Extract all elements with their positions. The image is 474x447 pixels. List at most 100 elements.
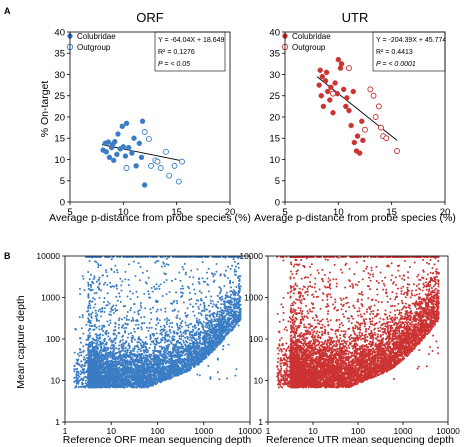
data-point-orf-depth <box>128 263 131 266</box>
data-point-orf-depth <box>204 325 207 328</box>
data-point-orf-depth <box>213 323 216 326</box>
data-point-orf-depth <box>155 323 158 326</box>
outgroup-point-utr <box>372 114 379 120</box>
data-point-orf-depth <box>233 326 236 329</box>
data-point-orf-depth <box>133 354 136 357</box>
data-point-orf-depth <box>202 280 205 283</box>
data-point-orf-depth <box>81 275 84 278</box>
data-point-orf-depth <box>217 300 220 303</box>
x-axis-label-utr: Average p-distance from probe species (%… <box>254 212 456 224</box>
colubridae-point-orf <box>138 154 145 161</box>
data-point-orf-depth <box>187 364 190 367</box>
data-point-orf-depth <box>87 296 90 299</box>
data-point-orf-depth <box>115 295 118 298</box>
data-point-orf-depth <box>132 319 135 322</box>
data-point-orf-depth <box>126 336 129 339</box>
data-point-orf-depth <box>157 380 160 383</box>
data-point-orf-depth <box>167 333 170 336</box>
outgroup-point-utr <box>378 124 384 131</box>
data-point-orf-depth <box>211 305 214 308</box>
data-point-orf-depth <box>114 325 117 328</box>
data-point-orf-depth <box>198 290 201 293</box>
data-point-orf-depth <box>162 262 165 265</box>
data-point-orf-depth <box>101 324 104 327</box>
data-point-orf-depth <box>109 346 112 349</box>
data-point-orf-depth <box>146 368 149 371</box>
data-point-orf-depth <box>232 306 235 309</box>
data-point-orf-depth <box>221 298 224 301</box>
data-point-orf-depth <box>148 380 151 383</box>
colubridae-point-utr <box>324 88 331 95</box>
data-point-orf-depth <box>236 294 239 297</box>
data-point-orf-depth <box>78 354 81 357</box>
data-point-orf-depth <box>83 356 86 359</box>
data-point-orf-depth <box>195 330 198 333</box>
data-point-orf-depth <box>115 334 118 337</box>
data-point-orf-depth <box>237 266 240 269</box>
data-point-orf-depth <box>187 285 190 288</box>
data-point-orf-depth <box>235 316 238 319</box>
data-point-orf-depth <box>192 310 195 313</box>
data-point-orf-depth <box>148 321 151 324</box>
data-point-orf-depth <box>107 335 110 338</box>
data-point-orf-depth <box>192 347 195 350</box>
data-point-orf-depth <box>147 293 150 296</box>
x-tick-label-utr: 10 <box>333 207 344 218</box>
data-point-orf-depth <box>156 308 159 311</box>
data-point-orf-depth <box>225 291 228 294</box>
data-point-orf-depth <box>101 334 104 337</box>
colubridae-point-orf <box>139 118 146 124</box>
data-point-orf-depth <box>136 350 139 353</box>
data-point-orf-depth <box>146 343 149 346</box>
y-axis-label-orf: % On-target <box>39 81 51 138</box>
data-point-orf-depth <box>88 302 91 305</box>
data-point-orf-depth <box>118 362 121 365</box>
colubridae-point-utr <box>320 103 327 110</box>
data-point-orf-depth <box>197 305 200 308</box>
data-point-orf-depth <box>152 339 155 342</box>
data-point-orf-depth <box>92 329 95 332</box>
data-point-orf-depth <box>149 338 152 341</box>
data-point-orf-depth <box>103 307 106 310</box>
orf-depth-scatter-chart: Reference ORF mean sequencing depth Mean… <box>15 251 262 446</box>
data-point-orf-depth <box>115 304 118 307</box>
data-point-orf-depth <box>175 291 178 294</box>
y-tick-label-orf: 20 <box>54 112 65 123</box>
data-point-orf-depth <box>201 346 204 349</box>
data-point-orf-depth <box>168 358 171 361</box>
x-axis-label-orf: Average p-distance from probe species (%… <box>49 212 251 224</box>
data-point-orf-depth <box>229 305 232 308</box>
data-point-orf-depth <box>197 324 200 327</box>
data-point-orf-depth <box>144 341 147 344</box>
data-point-orf-depth <box>188 291 191 294</box>
legend-label-outgroup-orf: Outgroup <box>77 43 111 52</box>
data-point-orf-depth <box>88 278 91 281</box>
data-point-orf-depth <box>179 322 182 325</box>
data-point-orf-depth <box>84 362 87 365</box>
data-point-orf-depth <box>97 319 100 322</box>
colubridae-point-orf <box>112 138 118 145</box>
orf-scatter-chart: ORF Average p-distance from probe specie… <box>39 10 251 224</box>
data-point-orf-depth <box>196 268 199 271</box>
data-point-orf-depth <box>140 326 143 329</box>
data-point-orf-depth <box>178 335 181 338</box>
data-point-orf-depth <box>182 331 185 334</box>
data-point-orf-depth <box>216 310 219 313</box>
data-point-orf-depth <box>120 318 123 321</box>
data-point-orf-depth <box>147 329 150 332</box>
data-point-orf-depth <box>205 337 208 340</box>
data-point-orf-depth <box>163 354 166 357</box>
data-point-orf-depth <box>145 326 148 329</box>
data-point-orf-depth <box>150 286 153 289</box>
data-point-orf-depth <box>108 338 111 341</box>
data-point-orf-depth <box>192 305 195 308</box>
data-point-orf-depth <box>87 317 90 320</box>
data-point-orf-depth <box>88 332 91 335</box>
x-tick-label-orf: 20 <box>225 207 236 218</box>
data-point-orf-depth <box>218 286 221 289</box>
data-point-orf-depth <box>190 322 193 325</box>
data-point-orf-depth <box>182 341 185 344</box>
data-point-orf-depth <box>198 374 201 377</box>
data-point-orf-depth <box>176 324 179 327</box>
data-point-orf-depth <box>109 310 112 313</box>
